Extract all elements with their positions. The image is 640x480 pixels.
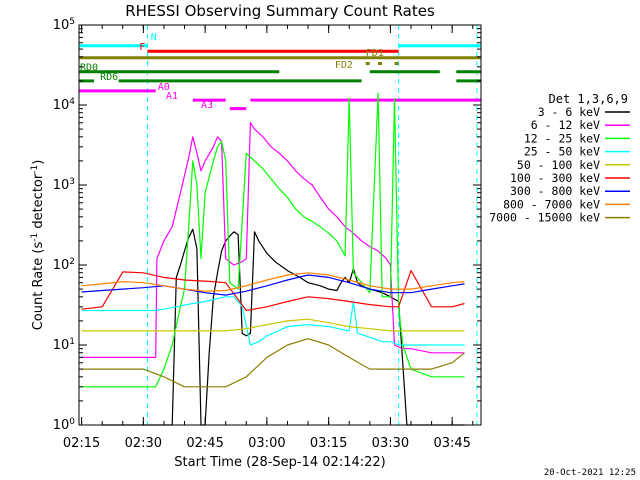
- x-tick-label-2: 02:45: [186, 436, 223, 451]
- flag-label-fd1: FD1: [366, 48, 384, 59]
- x-axis-label: Start Time (28-Sep-14 02:14:22): [174, 455, 385, 470]
- series-line-8: [81, 338, 465, 388]
- legend-entry-6: 300 - 800 keV: [510, 184, 600, 198]
- y-axis: 100 101 102 103 104 105: [53, 17, 481, 433]
- x-tick-label-1: 02:30: [125, 436, 162, 451]
- y-axis-label: Count Rate (s-1 detector-1): [30, 160, 46, 331]
- y-tick-label-2: 102: [53, 257, 75, 273]
- flag-label-a0: A0: [158, 82, 170, 93]
- y-tick-label-1: 101: [53, 337, 75, 353]
- legend-entry-5: 100 - 300 keV: [510, 171, 600, 185]
- flag-label-a1: A1: [166, 91, 178, 102]
- legend-entry-0: 3 - 6 keV: [538, 105, 600, 119]
- chart-title: RHESSI Observing Summary Count Rates: [125, 2, 435, 20]
- y-tick-label-5: 105: [53, 17, 75, 33]
- series-line-5: [81, 270, 465, 312]
- flag-label-rd6: RD6: [100, 72, 118, 83]
- legend-entry-4: 50 - 100 keV: [517, 158, 600, 172]
- legend-entry-7: 800 - 7000 keV: [503, 197, 600, 211]
- plot-border: [78, 24, 482, 426]
- flag-label-a3: A3: [201, 100, 213, 111]
- x-tick-label-3: 03:00: [248, 436, 285, 451]
- plot-frame: [78, 24, 482, 426]
- flag-label-n: N: [151, 32, 157, 43]
- series-line-4: [81, 318, 465, 332]
- flag-label-fd2: FD2: [335, 60, 353, 71]
- y-tick-label-4: 104: [53, 97, 76, 113]
- x-tick-label-6: 03:45: [433, 436, 470, 451]
- series-line-6: [81, 274, 465, 296]
- y-tick-label-0: 100: [53, 417, 76, 433]
- y-tick-label-3: 103: [53, 177, 75, 193]
- series-line-2: [81, 92, 465, 388]
- flag-label-rd0: RD0: [80, 62, 98, 73]
- legend-entry-3: 25 - 50 keV: [524, 145, 600, 159]
- series-lines: [81, 92, 465, 426]
- x-tick-label-0: 02:15: [63, 436, 100, 451]
- x-tick-label-4: 03:15: [310, 436, 347, 451]
- timestamp: 20-Oct-2021 12:25: [544, 468, 636, 478]
- legend-entry-2: 12 - 25 keV: [524, 131, 600, 145]
- x-axis: 02:15 02:30 02:45 03:00 03:15 03:30 03:45: [63, 25, 474, 451]
- legend-title: Det 1,3,6,9: [549, 92, 628, 106]
- flag-label-f: F: [139, 42, 145, 53]
- legend-entry-8: 7000 - 15000 keV: [489, 211, 600, 225]
- series-line-3: [81, 296, 465, 346]
- series-line-7: [81, 272, 465, 292]
- x-tick-label-5: 03:30: [372, 436, 409, 451]
- legend-entry-1: 6 - 12 keV: [531, 118, 600, 132]
- series-line-1: [81, 122, 465, 358]
